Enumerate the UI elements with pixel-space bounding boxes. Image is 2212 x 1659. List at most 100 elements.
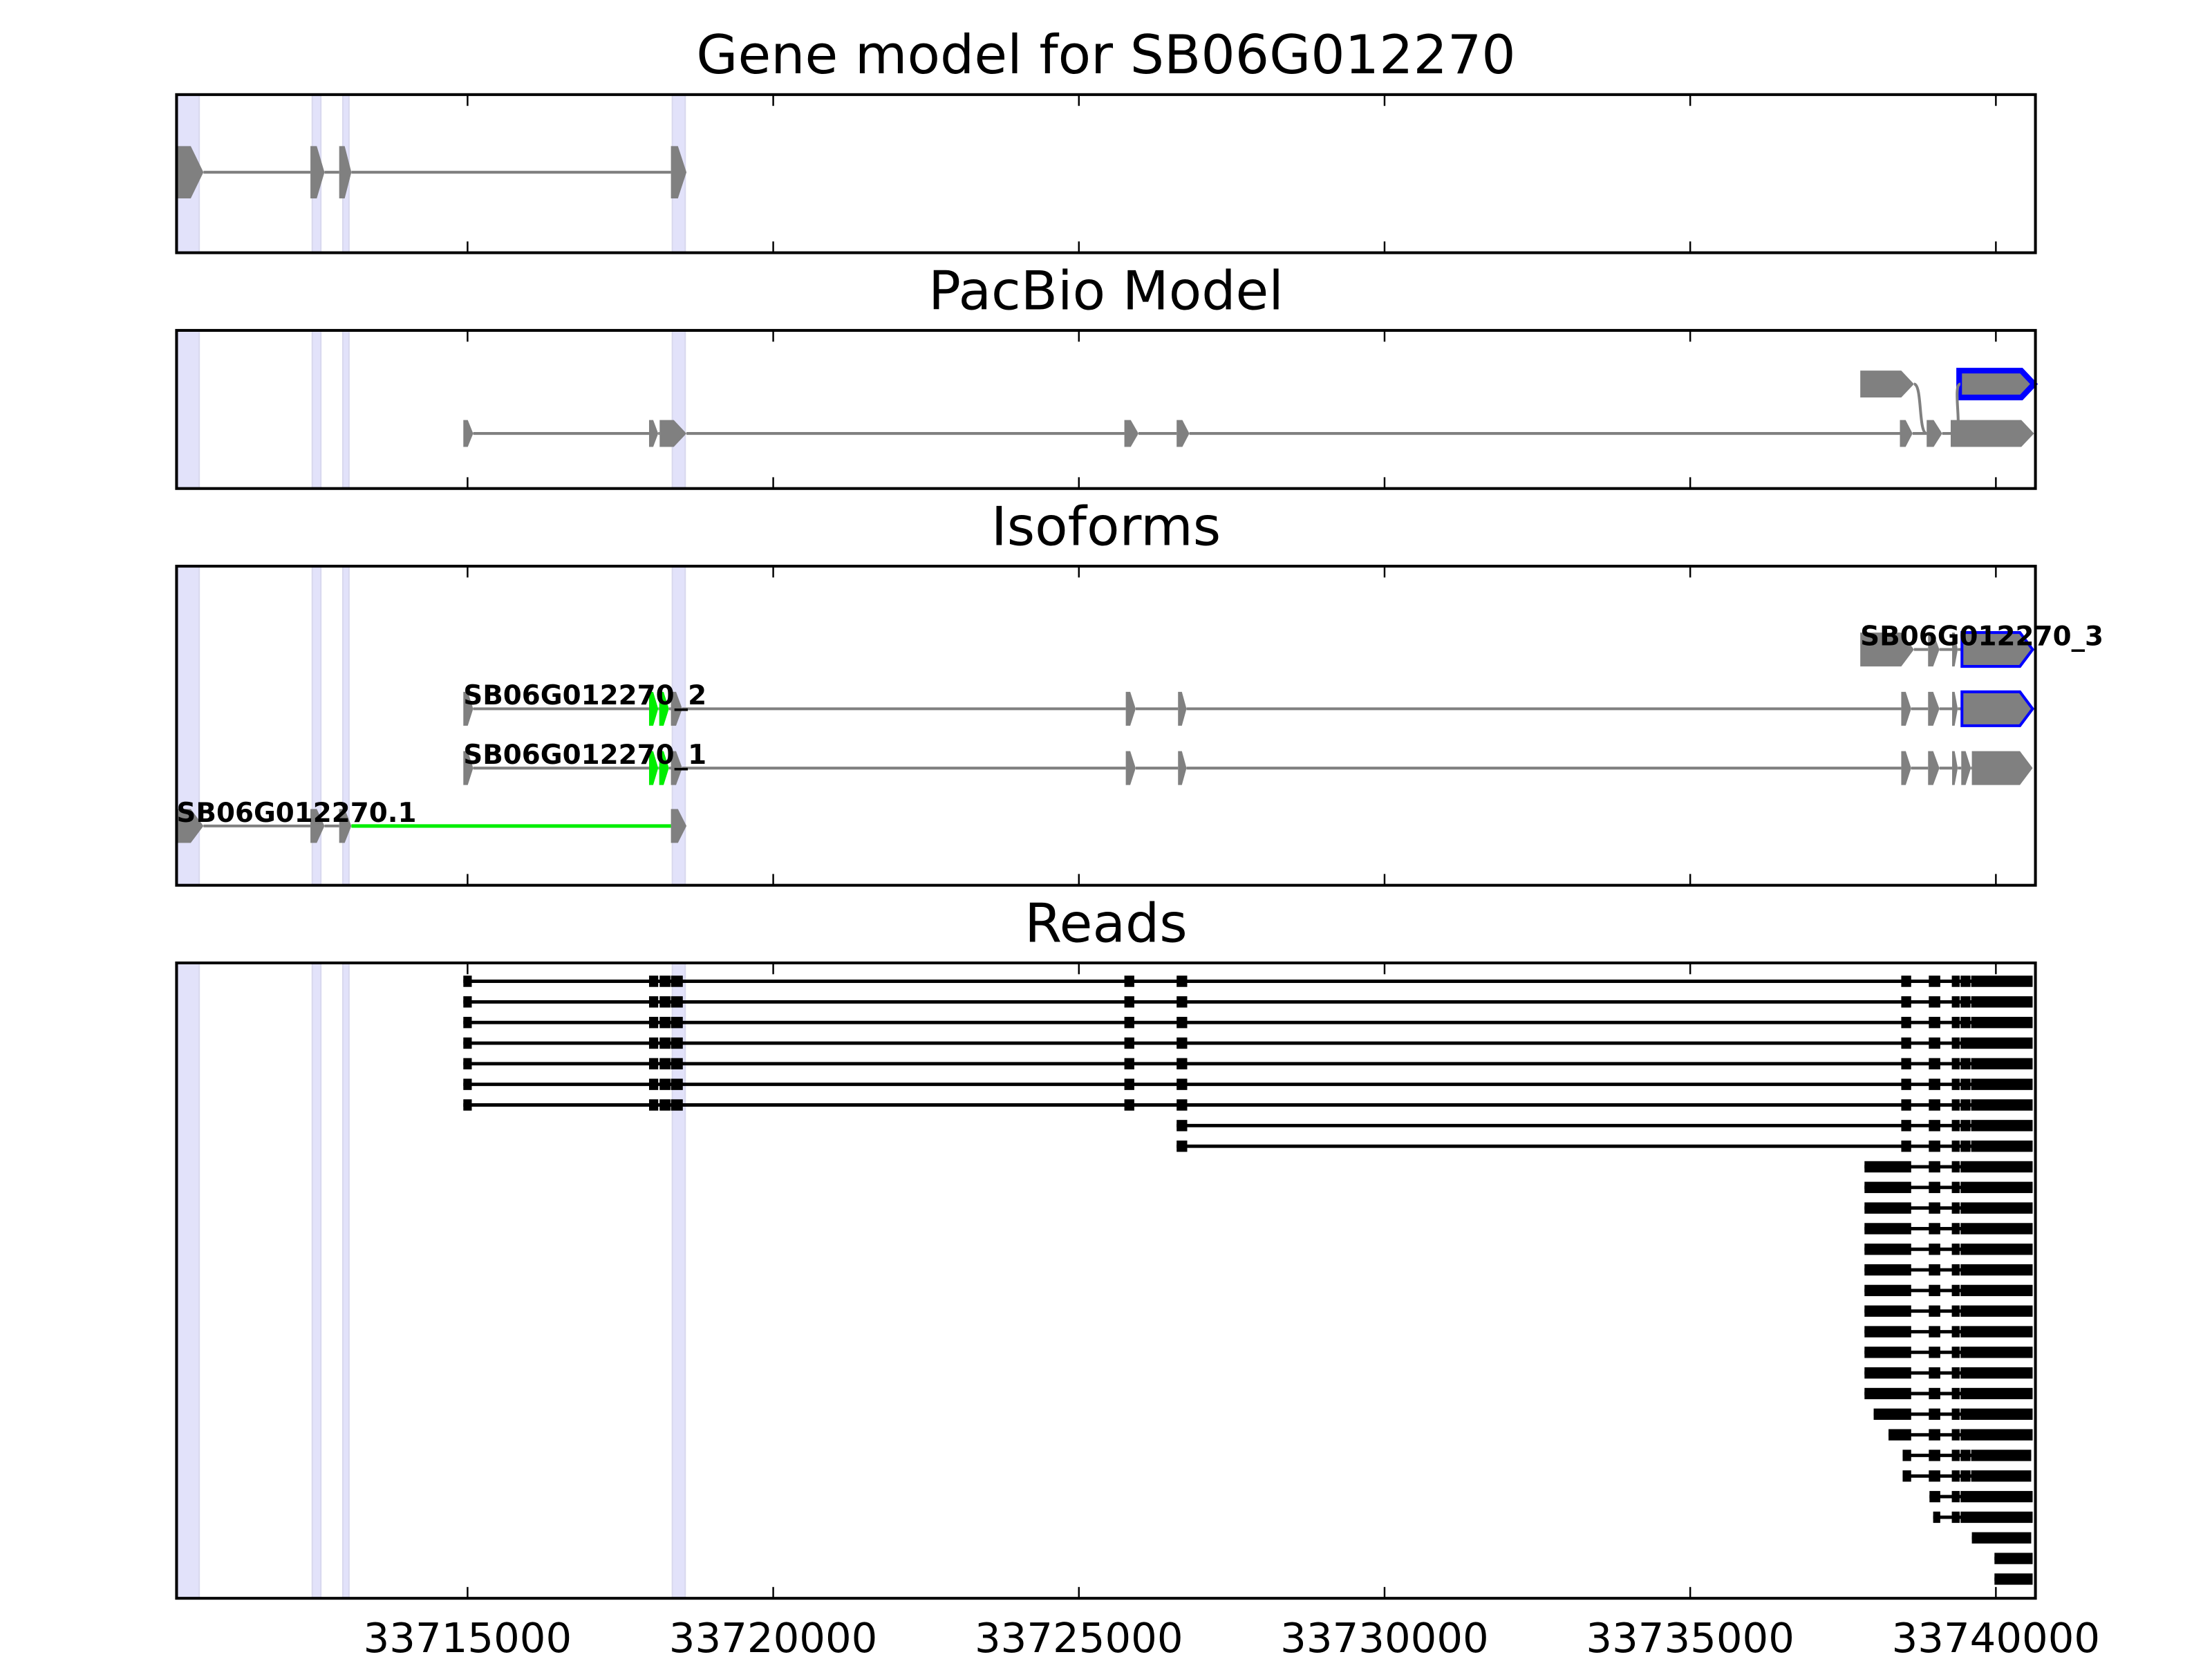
exon — [659, 751, 669, 785]
read-block — [1929, 1181, 1940, 1193]
read-block — [1929, 1264, 1940, 1276]
read-block — [1960, 1037, 2033, 1049]
read-block — [1971, 1078, 2033, 1090]
read-block — [659, 1037, 671, 1049]
read-block — [1901, 1037, 1911, 1049]
exon — [463, 751, 474, 785]
exon — [648, 751, 659, 785]
read — [1888, 1429, 2033, 1441]
read-block — [463, 1099, 472, 1111]
exon — [671, 146, 687, 198]
read — [1929, 1490, 2033, 1503]
shaded-region — [176, 329, 200, 489]
read-block — [648, 1037, 659, 1049]
read-block — [648, 1058, 659, 1070]
read-block — [1888, 1429, 1911, 1441]
read-block — [659, 975, 671, 987]
read-block — [1960, 1347, 2033, 1358]
isoform-label: SB06G012270_2 — [463, 680, 706, 711]
read-block — [1864, 1326, 1911, 1338]
read-block — [1960, 1284, 2033, 1297]
read-block — [648, 1099, 659, 1111]
read-block — [671, 1017, 683, 1029]
read — [463, 1037, 2033, 1049]
exon — [1901, 751, 1911, 785]
x-tick-label: 33725000 — [975, 1614, 1183, 1659]
exon — [1928, 632, 1940, 667]
plot-layer: SB06G012270_3 SB06G012270_2 SB06G012270_1 S… — [175, 93, 2103, 1659]
read-block — [1951, 1490, 1960, 1503]
read-block — [463, 975, 472, 987]
read-block — [1929, 1347, 1940, 1358]
read-block — [1960, 1408, 2033, 1420]
read-block — [1901, 975, 1911, 987]
exon — [1950, 420, 2034, 447]
read — [463, 1099, 2033, 1111]
exon — [1178, 691, 1187, 726]
read-block — [1929, 1058, 1940, 1070]
exon — [1971, 751, 2033, 785]
panel-2: SB06G012270_3 SB06G012270_2 SB06G012270_1 S… — [175, 565, 2103, 887]
panel-frame — [175, 565, 2037, 887]
exon — [648, 691, 659, 726]
read-block — [1929, 1202, 1940, 1214]
read-block — [1951, 1202, 1960, 1214]
read-block — [1951, 1284, 1960, 1297]
read-block — [659, 1078, 671, 1090]
exon — [1952, 691, 1958, 726]
read-block — [1960, 996, 1971, 1008]
read-block — [671, 1099, 683, 1111]
read — [1864, 1367, 2033, 1379]
read-block — [671, 996, 683, 1008]
exon — [1124, 420, 1139, 447]
read-block — [1929, 1078, 1940, 1090]
exon — [1961, 751, 1971, 785]
read-block — [1124, 1058, 1134, 1070]
read-block — [1960, 1450, 1971, 1461]
read-block — [1929, 1470, 1940, 1482]
read-block — [1929, 1223, 1940, 1235]
read-block — [1177, 1078, 1188, 1090]
read-block — [1864, 1347, 1911, 1358]
read-block — [1864, 1264, 1911, 1276]
read-block — [1971, 1017, 2033, 1029]
panel-3 — [175, 961, 2037, 1600]
read — [1864, 1223, 2033, 1235]
exon — [310, 809, 325, 843]
read-block — [463, 1037, 472, 1049]
read — [1864, 1284, 2033, 1297]
exon — [648, 420, 659, 447]
read-block — [1929, 1429, 1940, 1441]
read-block — [1901, 1140, 1911, 1152]
read-block — [1951, 1511, 1960, 1524]
x-tick-label: 33730000 — [1280, 1614, 1489, 1659]
exon — [1901, 691, 1911, 726]
read-block — [1960, 1429, 2033, 1441]
read-block — [1951, 1223, 1960, 1235]
read-block — [648, 1017, 659, 1029]
read-block — [1951, 1244, 1960, 1255]
read-block — [1864, 1202, 1911, 1214]
read-block — [1864, 1367, 1911, 1379]
read-block — [1960, 975, 1971, 987]
read — [1933, 1511, 2033, 1524]
read-block — [671, 1037, 683, 1049]
read-block — [1951, 1387, 1960, 1400]
read-block — [648, 996, 659, 1008]
exon — [1178, 751, 1187, 785]
panel-frame — [175, 328, 2037, 490]
read-block — [1873, 1408, 1911, 1420]
read-block — [671, 975, 683, 987]
panel-frame — [175, 93, 2037, 254]
read-block — [1901, 996, 1911, 1008]
read — [1902, 1450, 2032, 1461]
read-block — [1124, 1099, 1134, 1111]
read-block — [1971, 1058, 2033, 1070]
read-block — [463, 996, 472, 1008]
read-block — [1177, 1037, 1188, 1049]
read-block — [1951, 1326, 1960, 1338]
read-block — [1864, 1284, 1911, 1297]
panel-title-gene-model: Gene model for SB06G012270 — [696, 24, 1515, 86]
read-block — [1929, 1099, 1940, 1111]
read-block — [659, 1058, 671, 1070]
